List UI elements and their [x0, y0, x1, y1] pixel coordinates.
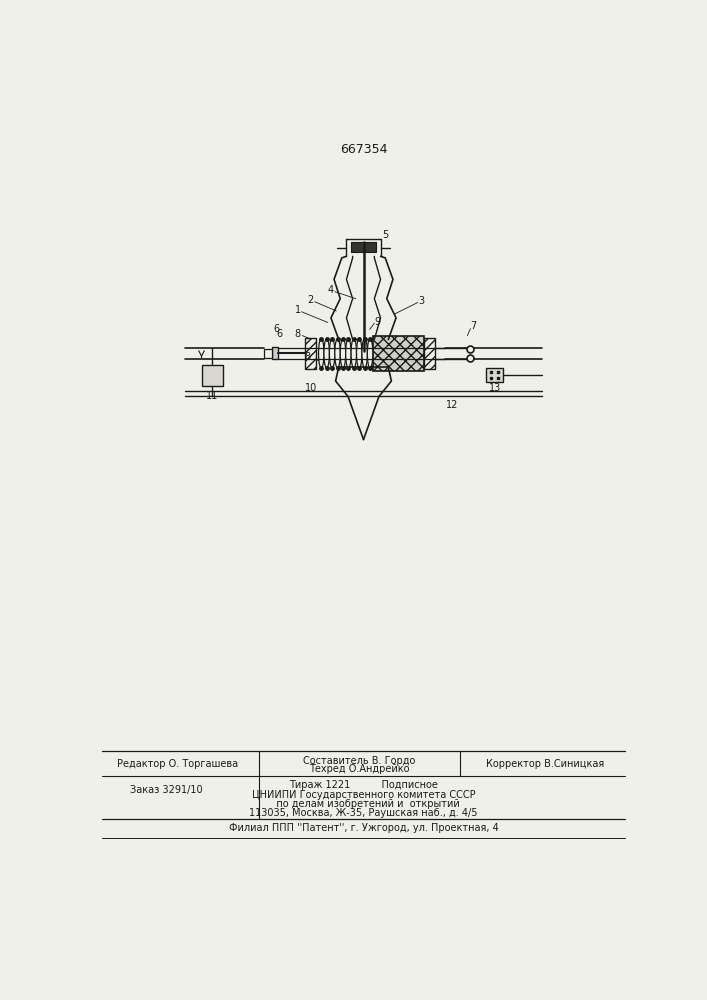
Text: 1: 1	[295, 305, 300, 315]
Text: ЦНИИПИ Государственного комитета СССР: ЦНИИПИ Государственного комитета СССР	[252, 790, 475, 800]
Bar	[424, 338, 435, 369]
Text: Заказ 3291/10: Заказ 3291/10	[129, 785, 202, 795]
Text: Тираж 1221          Подписное: Тираж 1221 Подписное	[289, 780, 438, 790]
Ellipse shape	[356, 339, 362, 368]
Text: 8: 8	[305, 352, 311, 362]
Text: 4: 4	[328, 285, 334, 295]
Text: Филиал ППП ''Патент'', г. Ужгород, ул. Проектная, 4: Филиал ППП ''Патент'', г. Ужгород, ул. П…	[228, 823, 498, 833]
Ellipse shape	[335, 339, 340, 368]
Text: 13: 13	[489, 383, 501, 393]
Ellipse shape	[362, 339, 368, 368]
Text: 6: 6	[274, 324, 280, 334]
Text: 5: 5	[382, 231, 388, 240]
Text: 113035, Москва, Ж-35, Раушская наб., д. 4/5: 113035, Москва, Ж-35, Раушская наб., д. …	[250, 808, 478, 818]
Ellipse shape	[346, 339, 351, 368]
Text: 10: 10	[305, 383, 317, 393]
Bar	[351, 242, 376, 252]
Text: Составитель В. Гордо: Составитель В. Гордо	[303, 756, 416, 766]
Bar	[264, 349, 272, 358]
Bar	[305, 338, 316, 369]
Text: по делам изобретений и  открытий: по делам изобретений и открытий	[267, 799, 460, 809]
Text: 12: 12	[446, 400, 459, 410]
Text: Техред О.Андрейко: Техред О.Андрейко	[310, 764, 410, 774]
Bar	[272, 347, 279, 359]
Ellipse shape	[329, 339, 335, 368]
Ellipse shape	[340, 339, 346, 368]
Bar	[201, 365, 223, 386]
Ellipse shape	[368, 339, 373, 368]
Text: Редактор О. Торгашева: Редактор О. Торгашева	[117, 759, 238, 769]
Ellipse shape	[324, 339, 329, 368]
Text: 9: 9	[375, 317, 380, 327]
Bar	[373, 336, 424, 371]
Text: 2: 2	[308, 295, 314, 305]
Text: 11: 11	[206, 391, 218, 401]
Text: Корректор В.Синицкая: Корректор В.Синицкая	[486, 759, 604, 769]
Text: 6: 6	[276, 329, 283, 339]
Bar	[486, 368, 503, 382]
Text: 7: 7	[470, 321, 477, 331]
Ellipse shape	[351, 339, 356, 368]
Text: 8: 8	[295, 329, 300, 339]
Ellipse shape	[319, 339, 324, 368]
Text: ▼: ▼	[361, 353, 366, 359]
Text: 667354: 667354	[340, 143, 387, 156]
Text: 3: 3	[419, 296, 425, 306]
